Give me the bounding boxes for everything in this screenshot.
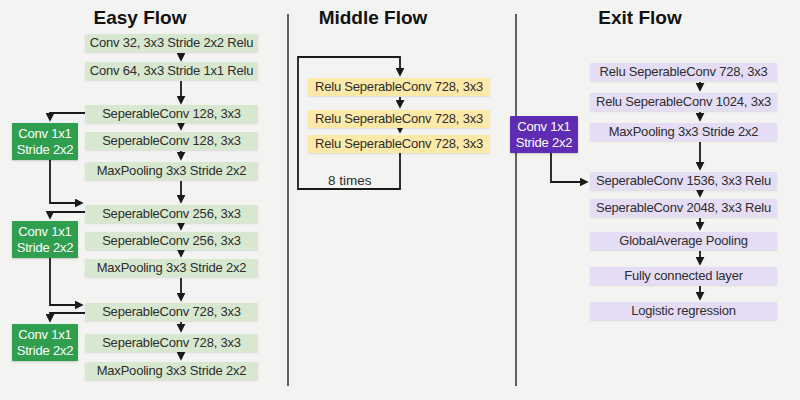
- node-exit-relu-sepconv-1024: Relu SeperableConv 1024, 3x3: [590, 93, 777, 111]
- node-global-average-pooling: GlobalAverage Pooling: [590, 232, 777, 250]
- skip-conv-label-line2: Stride 2x2: [17, 142, 74, 158]
- skip-branch-2: [50, 212, 85, 217]
- node-middle-sepconv-3: Relu SeperableConv 728, 3x3: [308, 135, 490, 153]
- skip-branch-3: [50, 313, 85, 320]
- node-exit-sepconv-2048: SeperableConv 2048, 3x3 Relu: [590, 199, 777, 217]
- exit-skip-conv-box: Conv 1x1 Stride 2x2: [510, 116, 578, 153]
- exit-skip-merge: [551, 153, 586, 182]
- node-sepconv-728-b: SeperableConv 728, 3x3: [85, 334, 258, 352]
- node-maxpool-1: MaxPooling 3x3 Stride 2x2: [85, 162, 258, 180]
- node-middle-sepconv-1: Relu SeperableConv 728, 3x3: [308, 78, 490, 96]
- node-sepconv-256-b: SeperableConv 256, 3x3: [85, 232, 258, 250]
- column-dividers: [288, 14, 516, 386]
- skip-merge-2: [50, 257, 81, 305]
- exit-skip-conv-label-line2: Stride 2x2: [516, 135, 573, 151]
- skip-conv-box-1: Conv 1x1 Stride 2x2: [12, 123, 78, 160]
- node-exit-relu-sepconv-728: Relu SeperableConv 728, 3x3: [590, 63, 777, 81]
- node-maxpool-3: MaxPooling 3x3 Stride 2x2: [85, 362, 258, 380]
- skip-conv-label-line1: Conv 1x1: [18, 327, 71, 343]
- node-middle-sepconv-2: Relu SeperableConv 728, 3x3: [308, 110, 490, 128]
- exit-skip-conv-label-line1: Conv 1x1: [517, 119, 570, 135]
- node-maxpool-2: MaxPooling 3x3 Stride 2x2: [85, 259, 258, 277]
- node-logistic-regression: Logistic regression: [590, 302, 777, 320]
- node-conv-64: Conv 64, 3x3 Stride 1x1 Relu: [85, 62, 258, 80]
- skip-merge-1: [50, 159, 81, 203]
- repeat-count-label: 8 times: [328, 173, 372, 188]
- skip-branch-1: [50, 113, 85, 119]
- skip-conv-label-line2: Stride 2x2: [17, 240, 74, 256]
- node-sepconv-128-b: SeperableConv 128, 3x3: [85, 132, 258, 150]
- xception-architecture-diagram: Easy Flow Middle Flow Exit Flow Conv 32,…: [0, 0, 800, 400]
- skip-conv-label-line1: Conv 1x1: [18, 126, 71, 142]
- skip-conv-label-line1: Conv 1x1: [18, 224, 71, 240]
- node-fully-connected-layer: Fully connected layer: [590, 267, 777, 285]
- skip-conv-box-3: Conv 1x1 Stride 2x2: [12, 324, 78, 361]
- skip-conv-box-2: Conv 1x1 Stride 2x2: [12, 221, 78, 258]
- node-sepconv-128-a: SeperableConv 128, 3x3: [85, 105, 258, 123]
- node-sepconv-728-a: SeperableConv 728, 3x3: [85, 303, 258, 321]
- node-exit-sepconv-1536: SeperableConv 1536, 3x3 Relu: [590, 172, 777, 190]
- skip-conv-label-line2: Stride 2x2: [17, 343, 74, 359]
- node-conv-32: Conv 32, 3x3 Stride 2x2 Relu: [85, 34, 258, 52]
- node-sepconv-256-a: SeperableConv 256, 3x3: [85, 205, 258, 223]
- exit-flow-arrows: [551, 82, 700, 298]
- node-exit-maxpool: MaxPooling 3x3 Stride 2x2: [590, 123, 777, 141]
